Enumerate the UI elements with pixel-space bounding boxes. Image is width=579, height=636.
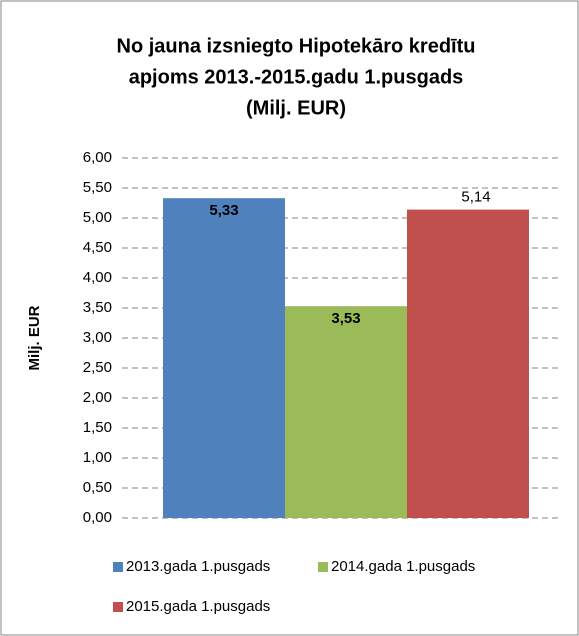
bar (407, 209, 529, 518)
chart-title: (Milj. EUR) (246, 97, 346, 119)
y-tick-label: 2,00 (83, 389, 112, 406)
y-axis-label: Milj. EUR (26, 305, 43, 370)
y-tick-label: 5,00 (83, 209, 112, 226)
data-label: 5,14 (461, 189, 490, 206)
data-label: 5,33 (209, 202, 238, 219)
y-tick-label: 6,00 (83, 149, 112, 166)
legend-swatch (113, 602, 123, 612)
y-tick-label: 4,00 (83, 269, 112, 286)
y-tick-label: 1,00 (83, 449, 112, 466)
data-label: 3,53 (331, 310, 360, 327)
y-tick-label: 0,00 (83, 509, 112, 526)
legend-swatch (113, 562, 123, 572)
y-tick-label: 2,50 (83, 359, 112, 376)
y-tick-label: 5,50 (83, 179, 112, 196)
bar (285, 306, 407, 518)
legend-swatch (318, 562, 328, 572)
y-tick-label: 0,50 (83, 479, 112, 496)
y-tick-label: 3,50 (83, 299, 112, 316)
chart-title: No jauna izsniegto Hipotekāro kredītu (117, 35, 476, 57)
bar (163, 198, 285, 518)
y-tick-label: 3,00 (83, 329, 112, 346)
legend-label: 2013.gada 1.pusgads (126, 558, 270, 575)
y-tick-label: 4,50 (83, 239, 112, 256)
legend-label: 2014.gada 1.pusgads (331, 558, 475, 575)
chart-title: apjoms 2013.-2015.gadu 1.pusgads (129, 66, 464, 88)
legend-label: 2015.gada 1.pusgads (126, 598, 270, 615)
y-tick-label: 1,50 (83, 419, 112, 436)
